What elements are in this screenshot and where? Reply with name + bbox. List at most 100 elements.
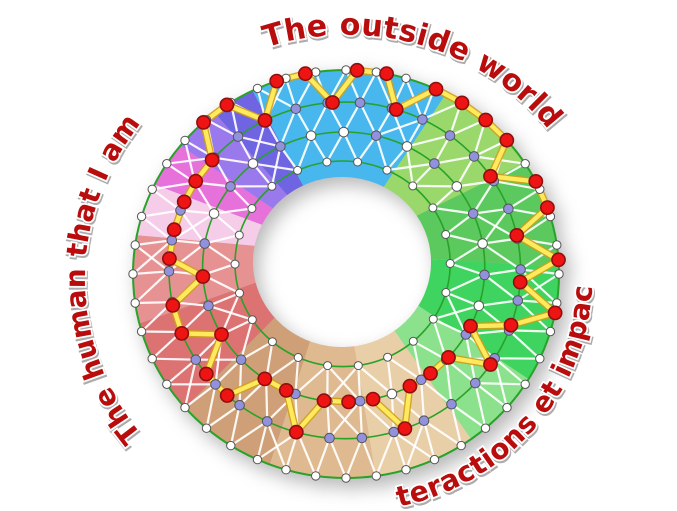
- node-ring0[interactable]: [281, 465, 291, 475]
- node-ring3[interactable]: [322, 157, 332, 167]
- node-ring1[interactable]: [234, 399, 245, 411]
- red-node[interactable]: [441, 349, 456, 365]
- node-ring2[interactable]: [415, 374, 427, 386]
- node-ring0[interactable]: [226, 440, 236, 451]
- node-ring0[interactable]: [552, 240, 562, 250]
- node-ring0[interactable]: [371, 471, 381, 481]
- node-ring1[interactable]: [470, 377, 481, 389]
- red-node[interactable]: [316, 393, 332, 409]
- red-node[interactable]: [512, 274, 528, 290]
- node-ring2[interactable]: [370, 130, 382, 141]
- red-node[interactable]: [483, 357, 498, 372]
- node-ring3[interactable]: [323, 361, 333, 371]
- node-ring0[interactable]: [136, 211, 147, 222]
- node-ring0[interactable]: [545, 326, 556, 337]
- node-ring0[interactable]: [520, 159, 530, 169]
- node-ring0[interactable]: [136, 326, 147, 337]
- node-ring1[interactable]: [163, 266, 175, 277]
- node-ring1[interactable]: [354, 97, 366, 108]
- node-ring3[interactable]: [267, 337, 277, 347]
- node-ring3[interactable]: [267, 181, 277, 191]
- node-ring1[interactable]: [417, 114, 428, 125]
- node-ring0[interactable]: [147, 184, 157, 195]
- node-ring2[interactable]: [429, 158, 440, 169]
- node-ring2[interactable]: [199, 238, 210, 249]
- node-ring1[interactable]: [446, 398, 457, 410]
- red-node[interactable]: [547, 305, 563, 321]
- node-ring0[interactable]: [341, 473, 351, 483]
- node-ring1[interactable]: [388, 426, 400, 438]
- node-ring2[interactable]: [275, 141, 286, 152]
- red-node[interactable]: [388, 102, 404, 117]
- red-node[interactable]: [198, 366, 214, 382]
- node-ring0[interactable]: [341, 65, 351, 75]
- node-ring3[interactable]: [441, 230, 451, 239]
- node-ring3[interactable]: [234, 230, 244, 240]
- red-node[interactable]: [551, 252, 566, 268]
- node-ring0[interactable]: [554, 269, 564, 279]
- node-ring0[interactable]: [401, 73, 411, 84]
- node-ring2[interactable]: [203, 300, 214, 312]
- node-ring2[interactable]: [451, 181, 463, 192]
- node-ring3[interactable]: [235, 288, 244, 298]
- node-ring3[interactable]: [353, 157, 363, 167]
- node-ring3[interactable]: [441, 288, 451, 297]
- red-node[interactable]: [454, 95, 470, 111]
- node-ring2[interactable]: [247, 158, 259, 169]
- red-node[interactable]: [478, 112, 494, 128]
- node-ring2[interactable]: [401, 141, 413, 152]
- node-ring0[interactable]: [520, 379, 530, 389]
- node-ring0[interactable]: [130, 298, 140, 308]
- node-ring3[interactable]: [408, 336, 418, 346]
- node-ring1[interactable]: [356, 432, 368, 444]
- node-ring2[interactable]: [386, 388, 398, 400]
- node-ring2[interactable]: [354, 395, 366, 407]
- red-node[interactable]: [463, 318, 478, 334]
- node-ring2[interactable]: [208, 208, 220, 219]
- node-ring1[interactable]: [444, 130, 456, 141]
- node-ring1[interactable]: [261, 416, 273, 427]
- node-ring3[interactable]: [293, 165, 303, 175]
- red-node[interactable]: [509, 227, 525, 243]
- red-node[interactable]: [503, 317, 519, 333]
- node-ring1[interactable]: [503, 203, 514, 215]
- node-ring2[interactable]: [338, 126, 350, 138]
- red-node[interactable]: [540, 200, 555, 215]
- red-node[interactable]: [188, 173, 204, 189]
- node-ring0[interactable]: [252, 83, 263, 94]
- node-ring0[interactable]: [371, 67, 381, 77]
- node-ring1[interactable]: [232, 131, 244, 142]
- red-node[interactable]: [176, 194, 192, 210]
- node-ring1[interactable]: [210, 379, 221, 390]
- red-node[interactable]: [219, 97, 235, 113]
- node-ring1[interactable]: [468, 151, 480, 162]
- node-ring3[interactable]: [428, 314, 438, 324]
- node-ring0[interactable]: [311, 471, 321, 481]
- node-ring0[interactable]: [147, 354, 157, 364]
- node-ring3[interactable]: [382, 165, 392, 175]
- red-node[interactable]: [257, 371, 273, 387]
- node-ring0[interactable]: [128, 269, 138, 279]
- node-ring0[interactable]: [252, 454, 263, 465]
- node-ring0[interactable]: [456, 440, 466, 451]
- node-ring3[interactable]: [353, 361, 363, 371]
- node-ring3[interactable]: [445, 259, 455, 268]
- red-node[interactable]: [341, 394, 356, 410]
- red-node[interactable]: [379, 66, 394, 82]
- red-node[interactable]: [325, 95, 340, 110]
- node-ring0[interactable]: [480, 423, 491, 433]
- node-ring1[interactable]: [418, 415, 430, 427]
- red-node[interactable]: [174, 325, 190, 341]
- red-node[interactable]: [402, 378, 418, 394]
- node-ring2[interactable]: [477, 238, 488, 249]
- node-ring3[interactable]: [230, 259, 240, 269]
- red-node[interactable]: [423, 365, 438, 381]
- node-ring3[interactable]: [293, 353, 303, 362]
- red-node[interactable]: [499, 132, 515, 148]
- red-node[interactable]: [165, 297, 181, 313]
- red-node[interactable]: [528, 173, 544, 189]
- node-ring2[interactable]: [467, 208, 479, 219]
- red-node[interactable]: [297, 66, 313, 82]
- red-node[interactable]: [278, 382, 294, 398]
- node-ring2[interactable]: [305, 130, 317, 141]
